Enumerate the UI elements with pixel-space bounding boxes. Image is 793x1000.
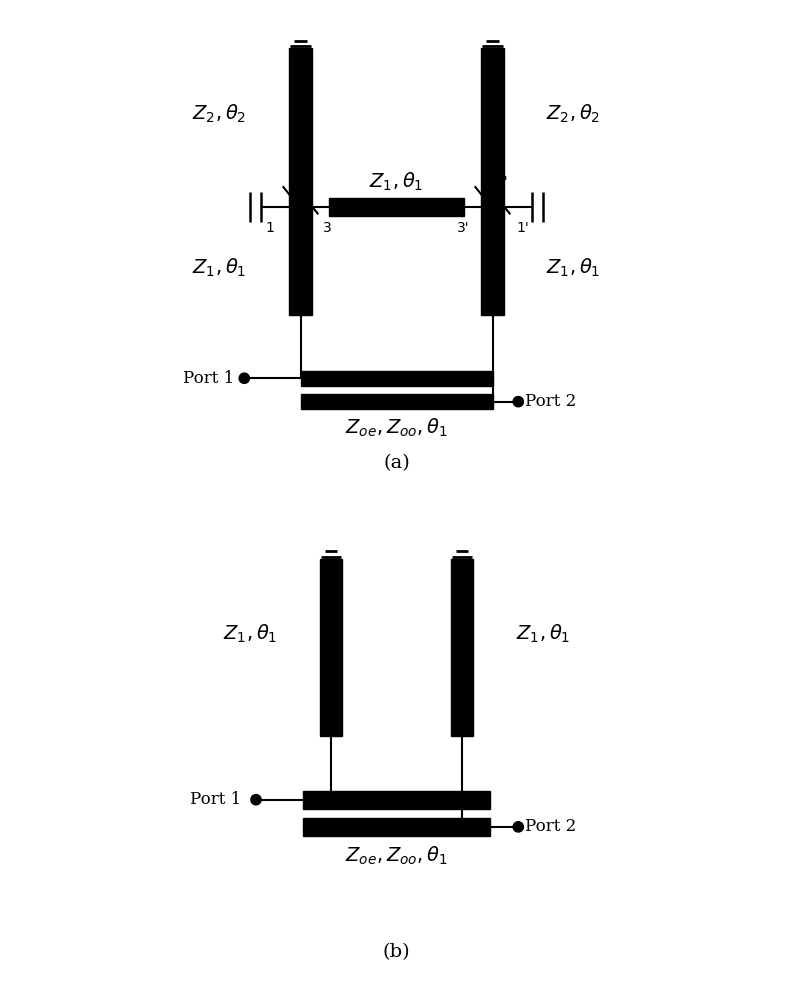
Text: 1: 1 xyxy=(266,221,274,235)
Bar xyxy=(303,791,490,809)
Bar xyxy=(289,48,312,207)
Circle shape xyxy=(513,822,523,832)
Bar xyxy=(328,198,465,216)
Text: $Z_2,\theta_2$: $Z_2,\theta_2$ xyxy=(546,103,600,125)
Text: 1': 1' xyxy=(516,221,529,235)
Text: $Z_1,\theta_1$: $Z_1,\theta_1$ xyxy=(546,257,600,279)
Text: $Z_{oe},Z_{oo},\theta_1$: $Z_{oe},Z_{oo},\theta_1$ xyxy=(345,416,448,439)
Text: Port 1: Port 1 xyxy=(183,370,235,387)
Bar xyxy=(301,371,492,386)
Bar xyxy=(451,559,473,736)
Text: 2: 2 xyxy=(289,175,298,189)
Circle shape xyxy=(251,795,261,805)
Circle shape xyxy=(239,373,250,383)
Bar xyxy=(320,559,342,736)
Text: $Z_1,\theta_1$: $Z_1,\theta_1$ xyxy=(516,622,570,645)
Text: $Z_1,\theta_1$: $Z_1,\theta_1$ xyxy=(223,622,277,645)
Text: (b): (b) xyxy=(383,943,410,961)
Text: $Z_{oe},Z_{oo},\theta_1$: $Z_{oe},Z_{oo},\theta_1$ xyxy=(345,845,448,867)
Bar xyxy=(481,48,504,207)
Text: 2': 2' xyxy=(495,175,508,189)
Text: Port 2: Port 2 xyxy=(525,818,577,835)
Bar xyxy=(481,207,504,315)
Text: $Z_1,\theta_1$: $Z_1,\theta_1$ xyxy=(193,257,247,279)
Bar xyxy=(301,394,492,409)
Text: 3: 3 xyxy=(324,221,332,235)
Text: $Z_2,\theta_2$: $Z_2,\theta_2$ xyxy=(193,103,247,125)
Text: $Z_1,\theta_1$: $Z_1,\theta_1$ xyxy=(370,170,423,193)
Text: Port 1: Port 1 xyxy=(190,791,242,808)
Bar xyxy=(289,207,312,315)
Text: 3': 3' xyxy=(457,221,469,235)
Bar xyxy=(303,818,490,836)
Text: (a): (a) xyxy=(383,454,410,472)
Circle shape xyxy=(513,397,523,407)
Text: Port 2: Port 2 xyxy=(525,393,577,410)
